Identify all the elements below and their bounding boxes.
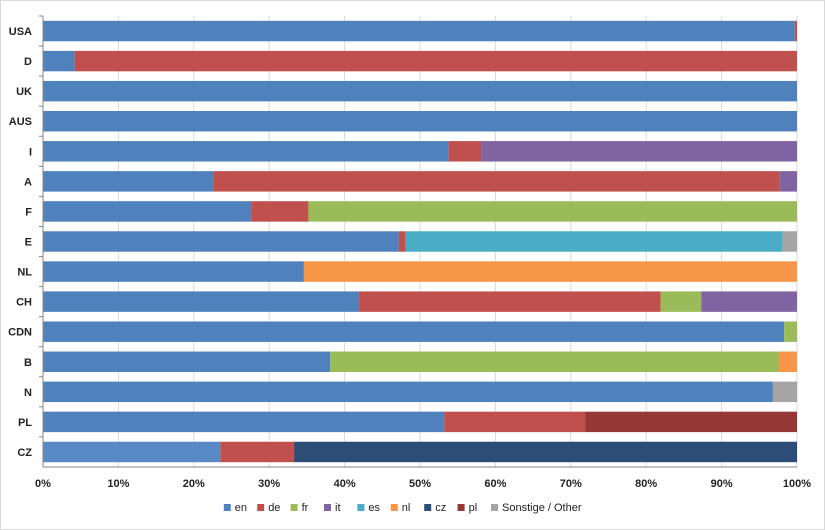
legend-swatch — [223, 504, 231, 511]
legend-swatch — [290, 504, 298, 511]
legend-swatch — [357, 504, 365, 511]
category-label: N — [24, 387, 32, 399]
bar-E-de — [398, 231, 406, 252]
x-tick-label: 70% — [560, 478, 582, 490]
bar-I-en — [43, 141, 449, 162]
category-label: D — [24, 56, 32, 68]
legend-swatch — [424, 504, 432, 511]
bar-UK-en — [43, 80, 797, 102]
bar-CDN-fr — [784, 321, 797, 342]
category-label: CH — [16, 297, 32, 309]
bar-A-de — [213, 171, 780, 192]
axes: 0% 10% 20% 30% 40% 50% 60% 70% 80% 90% 100% USA D UK A… — [8, 15, 811, 490]
legend-label: de — [268, 502, 280, 514]
legend-label: en — [235, 502, 247, 514]
legend-swatch — [491, 504, 498, 511]
bar-I-de — [448, 141, 482, 162]
bar-CZ-cz — [294, 441, 797, 463]
legend-label: Sonstige / Other — [502, 502, 582, 514]
bar-F-de — [251, 201, 309, 222]
bar-E-en — [43, 231, 399, 252]
x-tick-label: 0% — [35, 478, 51, 490]
x-tick-label: 100% — [783, 478, 811, 490]
bar-N-en — [43, 381, 773, 403]
x-tick-label: 30% — [258, 478, 280, 490]
category-label: E — [25, 237, 32, 249]
legend-label: it — [335, 502, 341, 514]
category-label: NL — [17, 267, 32, 279]
bar-PL-de — [444, 411, 586, 433]
bar-AUS-en — [43, 111, 797, 132]
bar-D-de — [74, 50, 798, 72]
category-label: CZ — [17, 447, 32, 459]
category-label: UK — [16, 86, 32, 98]
category-label: PL — [18, 417, 32, 429]
bar-PL-pl — [585, 411, 797, 433]
bar-E-sonstige — [782, 231, 797, 252]
legend-label: cz — [435, 502, 446, 514]
bar-USA-de — [794, 20, 797, 42]
bars — [43, 20, 798, 463]
category-label: B — [24, 357, 32, 369]
bar-E-es — [405, 231, 783, 252]
bar-N-sonstige — [772, 381, 797, 403]
bar-CH-de — [358, 291, 661, 312]
bar-NL-nl — [303, 261, 797, 282]
bar-D-en — [43, 50, 75, 72]
bar-CZ-en — [43, 441, 221, 463]
legend-label: es — [368, 502, 380, 514]
bar-B-en — [43, 351, 331, 372]
bar-NL-en — [43, 261, 304, 282]
category-label: USA — [9, 26, 32, 38]
x-tick-label: 50% — [409, 478, 431, 490]
bar-PL-en — [43, 411, 445, 433]
bar-A-it — [779, 171, 797, 192]
bar-CDN-en — [43, 321, 785, 342]
x-tick-label: 40% — [334, 478, 356, 490]
legend-label: fr — [302, 502, 309, 514]
bar-F-en — [43, 201, 252, 222]
x-tick-label: 20% — [183, 478, 205, 490]
bar-CZ-de — [220, 441, 295, 463]
bar-B-fr — [330, 351, 779, 372]
bar-CH-fr — [660, 291, 702, 312]
bar-CH-it — [701, 291, 797, 312]
bar-F-fr — [308, 201, 797, 222]
x-tick-label: 10% — [107, 478, 129, 490]
legend-label: nl — [402, 502, 411, 514]
category-label: AUS — [9, 116, 32, 128]
bar-B-nl — [778, 351, 797, 372]
x-tick-label: 60% — [484, 478, 506, 490]
x-tick-label: 90% — [711, 478, 733, 490]
legend-swatch — [457, 504, 465, 511]
bar-I-it — [481, 141, 797, 162]
legend-swatch — [390, 504, 398, 511]
category-label: I — [29, 146, 32, 158]
x-tick-label: 80% — [635, 478, 657, 490]
legend: en de fr it es nl cz pl Sonstige / Other — [223, 502, 582, 514]
bar-USA-en — [43, 20, 795, 42]
category-label: F — [25, 206, 32, 218]
category-label: A — [24, 176, 32, 188]
bar-CH-en — [43, 291, 359, 312]
legend-swatch — [257, 504, 265, 511]
bar-A-en — [43, 171, 214, 192]
category-label: CDN — [8, 327, 32, 339]
legend-label: pl — [469, 502, 478, 514]
legend-swatch — [324, 504, 331, 511]
